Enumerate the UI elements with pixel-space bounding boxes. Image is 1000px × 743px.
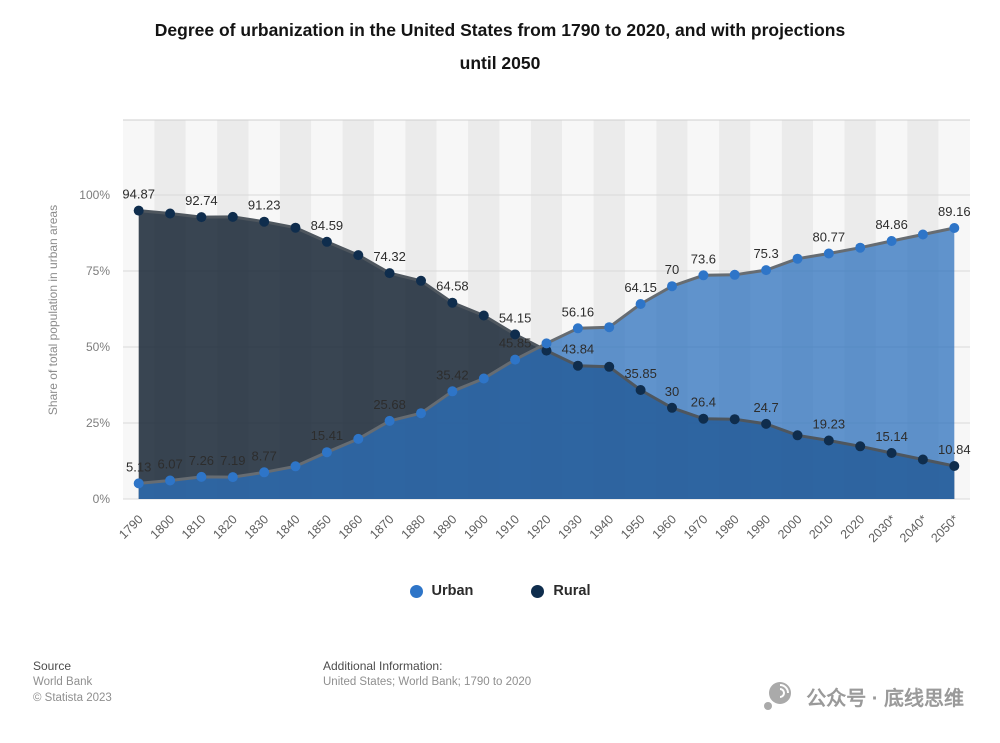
svg-text:2010: 2010 bbox=[806, 512, 836, 542]
urban-area bbox=[138, 228, 955, 499]
svg-text:19.23: 19.23 bbox=[813, 417, 846, 432]
svg-text:80.77: 80.77 bbox=[813, 230, 846, 245]
svg-text:74.32: 74.32 bbox=[373, 249, 406, 264]
svg-text:2000: 2000 bbox=[775, 512, 805, 542]
svg-text:43.84: 43.84 bbox=[562, 342, 595, 357]
svg-text:1880: 1880 bbox=[399, 512, 429, 542]
svg-text:56.16: 56.16 bbox=[562, 304, 595, 319]
svg-text:75.3: 75.3 bbox=[753, 246, 778, 261]
urban-data-labels: 5.13 6.07 7.26 7.19 8.77 15.41 25.68 35.42 45.85… bbox=[126, 204, 971, 474]
svg-text:45.85: 45.85 bbox=[499, 336, 532, 351]
svg-text:1950: 1950 bbox=[618, 512, 648, 542]
source-label: Source bbox=[33, 659, 72, 673]
watermark-logo-icon bbox=[761, 680, 795, 712]
svg-text:15.41: 15.41 bbox=[311, 428, 344, 443]
svg-text:5.13: 5.13 bbox=[126, 459, 151, 474]
svg-text:1990: 1990 bbox=[744, 512, 774, 542]
svg-text:2040*: 2040* bbox=[897, 512, 930, 545]
svg-text:26.4: 26.4 bbox=[691, 395, 716, 410]
svg-text:94.87: 94.87 bbox=[122, 187, 155, 202]
svg-text:1920: 1920 bbox=[524, 512, 554, 542]
additional-info-text: United States; World Bank; 1790 to 2020 bbox=[323, 676, 532, 688]
legend-item-urban[interactable]: Urban bbox=[409, 583, 474, 599]
source-name: World Bank bbox=[33, 676, 93, 688]
svg-text:1900: 1900 bbox=[461, 512, 491, 542]
page-title: Degree of urbanization in the United Sta… bbox=[42, 14, 958, 80]
rural-data-labels: 94.87 92.74 91.23 84.59 74.32 64.58 54.15 43.84… bbox=[122, 187, 970, 457]
svg-text:1820: 1820 bbox=[210, 512, 240, 542]
svg-text:15.14: 15.14 bbox=[875, 429, 908, 444]
title-line1: Degree of urbanization in the United Sta… bbox=[154, 20, 846, 40]
svg-text:7.26: 7.26 bbox=[189, 453, 214, 468]
svg-text:1870: 1870 bbox=[367, 512, 397, 542]
svg-text:1790: 1790 bbox=[116, 512, 146, 542]
svg-text:1940: 1940 bbox=[587, 512, 617, 542]
chart-footer: Source World Bank © Statista 2023 Additi… bbox=[0, 652, 1000, 743]
svg-text:1810: 1810 bbox=[179, 512, 209, 542]
watermark: 公众号 · 底线思维 bbox=[761, 680, 964, 712]
y-axis-title: Share of total population in urban areas bbox=[46, 205, 60, 415]
urban-points bbox=[133, 223, 960, 489]
svg-text:1980: 1980 bbox=[712, 512, 742, 542]
svg-text:64.15: 64.15 bbox=[624, 280, 657, 295]
svg-text:2050*: 2050* bbox=[928, 512, 961, 545]
chart-svg: 0% 25% 50% 75% 100% Share of total population… bbox=[46, 119, 971, 545]
x-axis-labels: 1790 1800 1810 1820 1830 1840 1850 1860 1870 1880… bbox=[116, 512, 961, 545]
svg-text:24.7: 24.7 bbox=[753, 400, 778, 415]
svg-text:6.07: 6.07 bbox=[157, 457, 182, 472]
svg-text:84.86: 84.86 bbox=[875, 217, 908, 232]
svg-text:92.74: 92.74 bbox=[185, 193, 218, 208]
svg-text:35.85: 35.85 bbox=[624, 366, 657, 381]
watermark-text: 公众号 · 底线思维 bbox=[806, 687, 964, 710]
svg-text:25.68: 25.68 bbox=[373, 397, 406, 412]
svg-text:1930: 1930 bbox=[555, 512, 585, 542]
svg-text:84.59: 84.59 bbox=[311, 218, 344, 233]
svg-text:1800: 1800 bbox=[148, 512, 178, 542]
svg-text:54.15: 54.15 bbox=[499, 310, 532, 325]
title-line2: until 2050 bbox=[459, 53, 541, 73]
svg-text:50%: 50% bbox=[86, 340, 110, 354]
legend-label-rural: Rural bbox=[553, 583, 591, 599]
legend-label-urban: Urban bbox=[431, 583, 474, 599]
svg-text:1890: 1890 bbox=[430, 512, 460, 542]
svg-text:7.19: 7.19 bbox=[220, 453, 245, 468]
svg-text:91.23: 91.23 bbox=[248, 198, 281, 213]
rural-legend-dot-icon bbox=[531, 584, 545, 598]
svg-text:1970: 1970 bbox=[681, 512, 711, 542]
svg-text:0%: 0% bbox=[93, 492, 111, 506]
rural-points bbox=[133, 205, 960, 471]
svg-text:1830: 1830 bbox=[242, 512, 272, 542]
svg-text:25%: 25% bbox=[86, 416, 110, 430]
legend-item-rural[interactable]: Rural bbox=[531, 583, 590, 599]
svg-text:1850: 1850 bbox=[304, 512, 334, 542]
svg-text:70: 70 bbox=[665, 262, 679, 277]
urban-legend-dot-icon bbox=[409, 584, 423, 598]
additional-info-label: Additional Information: bbox=[323, 659, 443, 673]
svg-text:10.84: 10.84 bbox=[938, 442, 971, 457]
svg-text:75%: 75% bbox=[86, 264, 110, 278]
svg-text:35.42: 35.42 bbox=[436, 367, 469, 382]
svg-text:2030*: 2030* bbox=[866, 512, 899, 545]
chart-legend: Urban Rural bbox=[0, 583, 1000, 599]
y-axis-labels: 0% 25% 50% 75% 100% bbox=[79, 188, 110, 506]
svg-text:1910: 1910 bbox=[493, 512, 523, 542]
svg-text:30: 30 bbox=[665, 384, 679, 399]
svg-text:100%: 100% bbox=[79, 188, 110, 202]
svg-text:2020: 2020 bbox=[838, 512, 868, 542]
svg-text:89.16: 89.16 bbox=[938, 204, 971, 219]
svg-text:64.58: 64.58 bbox=[436, 279, 469, 294]
svg-text:73.6: 73.6 bbox=[691, 251, 716, 266]
svg-text:1860: 1860 bbox=[336, 512, 366, 542]
svg-text:1840: 1840 bbox=[273, 512, 303, 542]
copyright: © Statista 2023 bbox=[33, 692, 112, 704]
svg-text:8.77: 8.77 bbox=[252, 448, 277, 463]
source-block: Source World Bank © Statista 2023 bbox=[33, 658, 112, 706]
urbanization-area-chart: 0% 25% 50% 75% 100% Share of total population… bbox=[0, 108, 1000, 563]
additional-info-block: Additional Information: United States; W… bbox=[323, 658, 531, 690]
svg-text:1960: 1960 bbox=[650, 512, 680, 542]
